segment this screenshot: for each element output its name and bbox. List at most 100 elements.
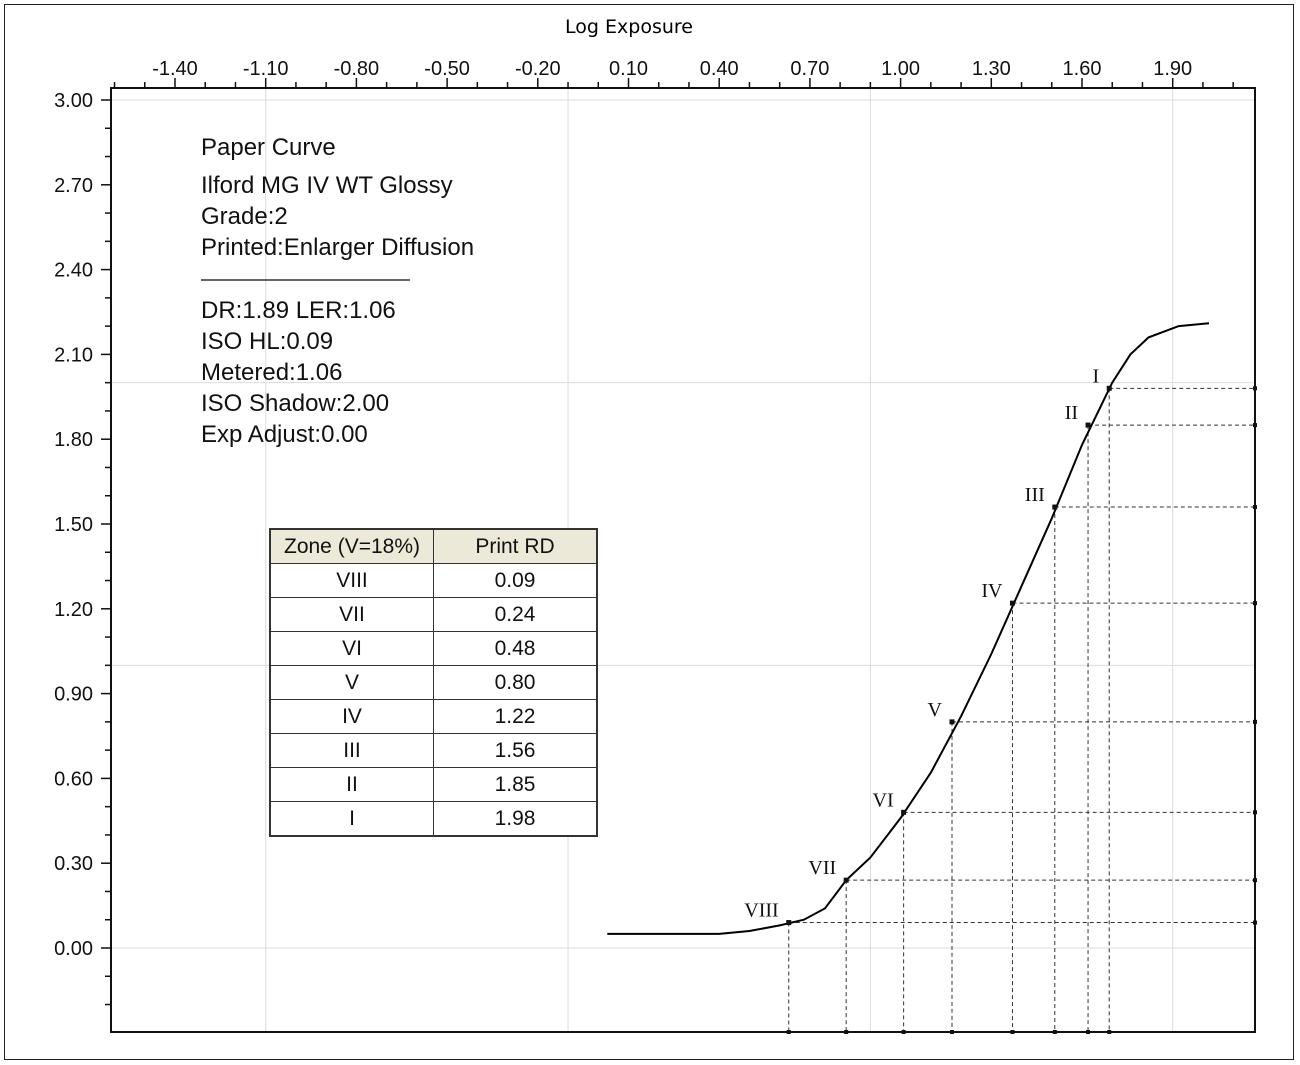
zone-guide-end-marker xyxy=(1086,1030,1091,1034)
info-panel: Paper Curve Ilford MG IV WT Glossy Grade:2… xyxy=(201,134,474,448)
x-tick-label: 0.70 xyxy=(790,58,829,80)
y-tick-label: 3.00 xyxy=(54,90,93,112)
plot-area-border xyxy=(110,87,1256,1033)
y-tick-label: 1.50 xyxy=(54,514,93,536)
zone-guide-end-marker xyxy=(844,1030,849,1034)
y-tick-label: 0.30 xyxy=(54,853,93,875)
info-line: Printed:Enlarger Diffusion xyxy=(201,234,474,261)
zone-label: VIII xyxy=(744,900,778,922)
print-rd-cell: 0.80 xyxy=(433,665,598,700)
zone-guide-end-marker xyxy=(1253,878,1257,883)
zone-cell: II xyxy=(269,767,434,802)
y-tick-label: 0.60 xyxy=(54,768,93,790)
print-rd-cell: 1.98 xyxy=(433,801,598,837)
table-row: II 1.85 xyxy=(269,767,598,802)
zone-guide-end-marker xyxy=(949,1030,954,1034)
table-row: VI 0.48 xyxy=(269,631,598,666)
zone-table: Zone (V=18%) Print RD VIII 0.09 VII 0.24 V… xyxy=(269,528,598,837)
zone-point-marker xyxy=(949,719,955,725)
info-line: Ilford MG IV WT Glossy xyxy=(201,172,453,199)
print-rd-cell: 0.48 xyxy=(433,631,598,666)
zone-guide-end-marker xyxy=(1253,505,1257,510)
paper-curve-line xyxy=(607,322,1210,935)
x-axis-title: Log Exposure xyxy=(565,16,693,38)
print-rd-cell: 1.85 xyxy=(433,767,598,802)
zone-table-header-row: Zone (V=18%) Print RD xyxy=(269,528,598,564)
x-tick-label: 0.10 xyxy=(609,58,648,80)
zone-guide-end-marker xyxy=(1253,920,1257,925)
info-stat: ISO HL:0.09 xyxy=(201,328,333,355)
y-tick-label: 0.00 xyxy=(54,938,93,960)
zone-guide-end-marker xyxy=(1052,1030,1057,1034)
zone-point-marker xyxy=(786,920,792,926)
table-row: V 0.80 xyxy=(269,665,598,700)
table-row: I 1.98 xyxy=(269,801,598,837)
x-tick-label: 1.00 xyxy=(881,58,920,80)
zone-label: VI xyxy=(873,789,894,811)
zone-cell: VI xyxy=(269,631,434,666)
zone-guide-lines xyxy=(788,387,1255,1032)
zone-label: II xyxy=(1065,402,1078,424)
info-line: Grade:2 xyxy=(201,203,288,230)
x-tick-label: -1.40 xyxy=(152,58,198,80)
zone-cell: VII xyxy=(269,597,434,632)
x-tick-label: 0.40 xyxy=(700,58,739,80)
y-tick-label: 2.70 xyxy=(54,175,93,197)
zone-point-marker xyxy=(1009,600,1015,606)
zone-column-header: Zone (V=18%) xyxy=(269,528,434,564)
y-tick-label: 1.20 xyxy=(54,599,93,621)
zone-point-marker xyxy=(1052,504,1058,510)
zone-label: V xyxy=(928,699,943,721)
print-rd-cell: 1.22 xyxy=(433,699,598,734)
zone-guide-end-marker xyxy=(1253,601,1257,606)
zone-label: III xyxy=(1025,484,1045,506)
print-rd-cell: 1.56 xyxy=(433,733,598,768)
zone-label: VII xyxy=(808,857,836,879)
zone-guide-end-marker xyxy=(1253,423,1257,428)
zone-label: IV xyxy=(981,580,1003,602)
zone-point-marker xyxy=(1106,385,1112,391)
table-row: VII 0.24 xyxy=(269,597,598,632)
y-tick-label: 1.80 xyxy=(54,429,93,451)
zone-guide-end-marker xyxy=(901,1030,906,1034)
x-tick-label: 1.60 xyxy=(1063,58,1102,80)
info-title: Paper Curve xyxy=(201,134,336,161)
info-stat: DR:1.89 LER:1.06 xyxy=(201,297,396,324)
x-tick-label: 1.30 xyxy=(972,58,1011,80)
info-stat: Exp Adjust:0.00 xyxy=(201,421,368,448)
x-tick-label: -0.20 xyxy=(515,58,561,80)
info-stat: Metered:1.06 xyxy=(201,359,342,386)
x-tick-label: 1.90 xyxy=(1153,58,1192,80)
zone-cell: VIII xyxy=(269,563,434,598)
print-rd-cell: 0.24 xyxy=(433,597,598,632)
print-rd-column-header: Print RD xyxy=(433,528,598,564)
chart-frame xyxy=(4,4,1294,1060)
y-tick-label: 2.40 xyxy=(54,260,93,282)
zone-label: I xyxy=(1093,365,1100,387)
table-row: III 1.56 xyxy=(269,733,598,768)
axis-ticks xyxy=(101,78,1234,1006)
zone-cell: III xyxy=(269,733,434,768)
zone-point-marker xyxy=(1085,422,1091,428)
zone-guide-end-marker xyxy=(1253,386,1257,391)
print-rd-cell: 0.09 xyxy=(433,563,598,598)
zone-point-marker xyxy=(843,877,849,883)
zone-guide-end-marker xyxy=(786,1030,791,1034)
tick-labels: -1.40 -1.10 -0.80 -0.50 -0.20 0.10 0.40 0.70 1.0… xyxy=(54,58,1192,960)
zone-guide-end-marker xyxy=(1107,1030,1112,1034)
zone-cell: IV xyxy=(269,699,434,734)
zone-point-marker xyxy=(901,809,907,815)
info-stat: ISO Shadow:2.00 xyxy=(201,390,389,417)
table-row: VIII 0.09 xyxy=(269,563,598,598)
x-tick-label: -0.80 xyxy=(334,58,380,80)
zone-guide-end-marker xyxy=(1010,1030,1015,1034)
zone-cell: I xyxy=(269,801,434,837)
x-tick-label: -1.10 xyxy=(243,58,289,80)
zone-guide-end-marker xyxy=(1253,719,1257,724)
zone-cell: V xyxy=(269,665,434,700)
x-tick-label: -0.50 xyxy=(424,58,470,80)
y-tick-label: 2.10 xyxy=(54,344,93,366)
zone-guide-end-marker xyxy=(1253,810,1257,815)
